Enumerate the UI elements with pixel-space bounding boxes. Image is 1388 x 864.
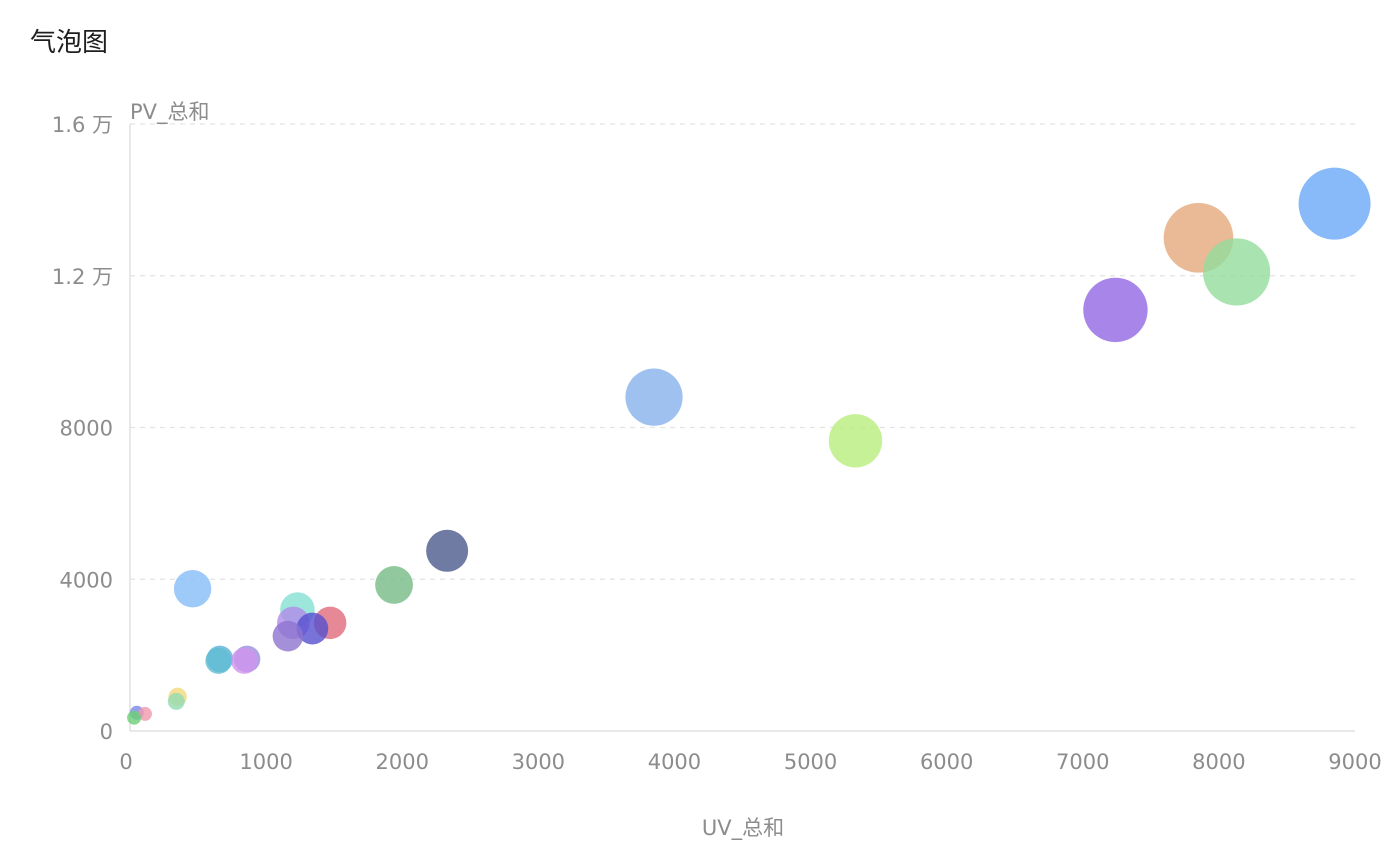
- bubble-point[interactable]: [828, 414, 883, 468]
- x-tick-label: 5000: [784, 750, 837, 774]
- bubble-point[interactable]: [173, 570, 212, 608]
- x-tick-label: 3000: [512, 750, 565, 774]
- bubble-point[interactable]: [231, 647, 258, 674]
- y-tick-label: 0: [100, 720, 113, 744]
- bubble-point[interactable]: [1083, 277, 1148, 343]
- bubble-point[interactable]: [167, 692, 185, 710]
- bubble-point[interactable]: [127, 710, 142, 725]
- x-tick-label: 9000: [1328, 750, 1381, 774]
- bubble-point[interactable]: [1298, 167, 1371, 240]
- x-tick-label: 1000: [239, 750, 292, 774]
- bubble-point[interactable]: [625, 368, 683, 426]
- x-tick-label: 4000: [648, 750, 701, 774]
- bubble-point[interactable]: [205, 647, 232, 674]
- bubble-point[interactable]: [137, 706, 152, 721]
- bubble-point[interactable]: [426, 529, 469, 572]
- bubble-point[interactable]: [375, 566, 413, 604]
- bubble-point[interactable]: [272, 620, 304, 652]
- x-axis-title: UV_总和: [702, 816, 784, 841]
- x-tick-label: 2000: [375, 750, 428, 774]
- grid-lines: [130, 123, 1355, 580]
- x-tick-label: 6000: [920, 750, 973, 774]
- axes: 0 4000 8000 1.2 万 1.6 万 0 1000 2000 3000 4000 5000…: [52, 113, 1382, 774]
- bubble-point[interactable]: [1202, 238, 1271, 306]
- y-tick-label: 1.6 万: [52, 113, 113, 137]
- x-tick-label: 0: [119, 750, 132, 774]
- y-axis-title: PV_总和: [130, 100, 210, 125]
- x-tick-label: 7000: [1056, 750, 1109, 774]
- bubble-series: [127, 167, 1371, 725]
- y-tick-label: 1.2 万: [52, 265, 113, 289]
- y-tick-label: 4000: [60, 568, 113, 592]
- chart-title: 气泡图: [30, 28, 109, 58]
- x-tick-label: 8000: [1192, 750, 1245, 774]
- bubble-point[interactable]: [296, 612, 329, 645]
- y-tick-label: 8000: [60, 417, 113, 441]
